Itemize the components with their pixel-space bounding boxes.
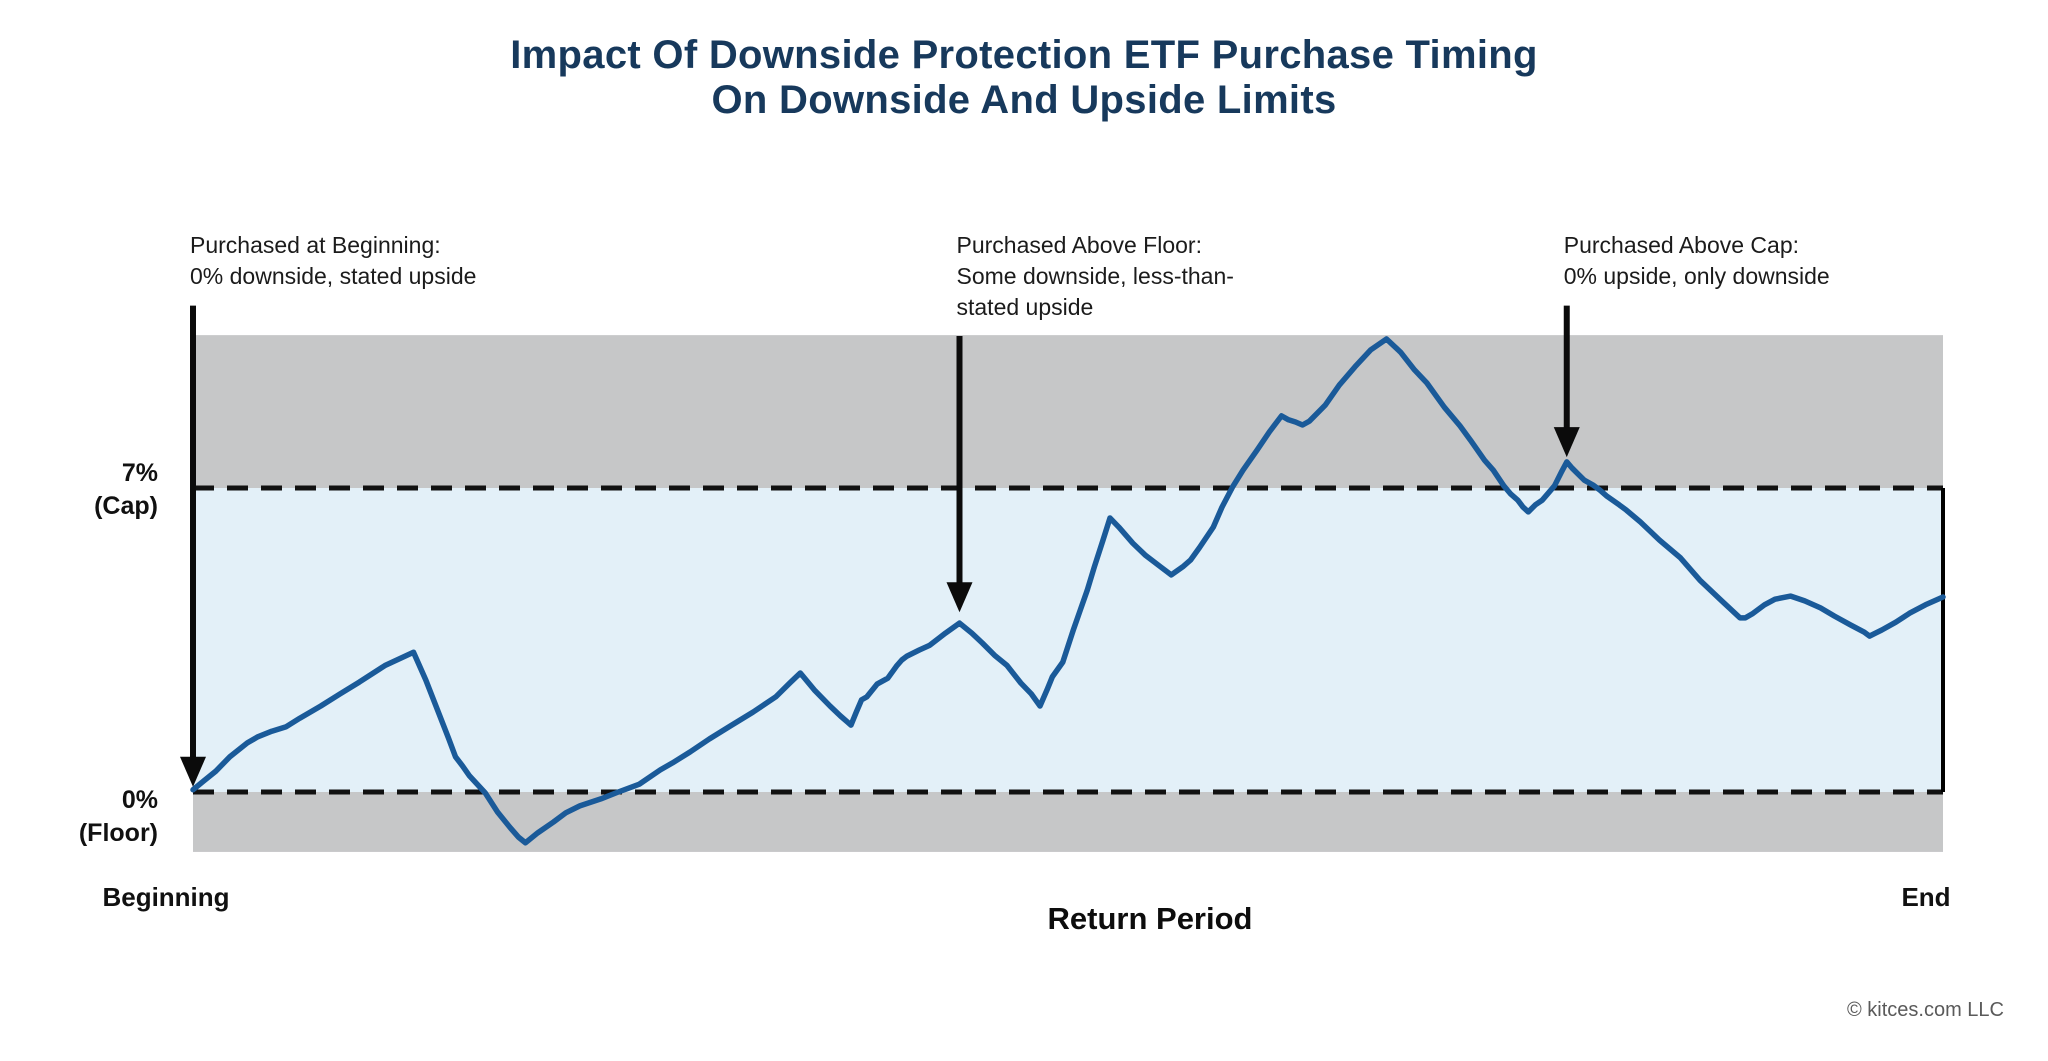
- annotation-arrow-head-purchased-above-cap: [1553, 427, 1580, 458]
- chart-title-line2: On Downside And Upside Limits: [711, 78, 1337, 122]
- x-axis-title: Return Period: [1047, 901, 1253, 936]
- x-axis-beginning-label: Beginning: [102, 882, 230, 912]
- band-above-cap: [193, 335, 1943, 488]
- chart-title-line1: Impact Of Downside Protection ETF Purcha…: [510, 33, 1538, 77]
- band-below-floor: [193, 792, 1943, 852]
- return-path-line: [190, 336, 1946, 846]
- y-axis-floor-label: 0% (Floor): [78, 786, 158, 847]
- chart-title: Impact Of Downside Protection ETF Purcha…: [0, 33, 2048, 123]
- annotation-arrow-head-purchased-at-beginning: [180, 756, 206, 787]
- annotation-purchased-above-floor: Purchased Above Floor: Some downside, le…: [956, 232, 1234, 320]
- y-axis-cap-label: 7% (Cap): [94, 459, 158, 520]
- copyright-notice: © kitces.com LLC: [1846, 999, 2004, 1021]
- annotation-purchased-above-cap: Purchased Above Cap: 0% upside, only dow…: [1563, 232, 1830, 289]
- annotation-arrow-head-purchased-above-floor: [946, 582, 973, 613]
- annotation-purchased-at-beginning: Purchased at Beginning: 0% downside, sta…: [190, 232, 477, 289]
- x-axis-end-label: End: [1901, 882, 1951, 912]
